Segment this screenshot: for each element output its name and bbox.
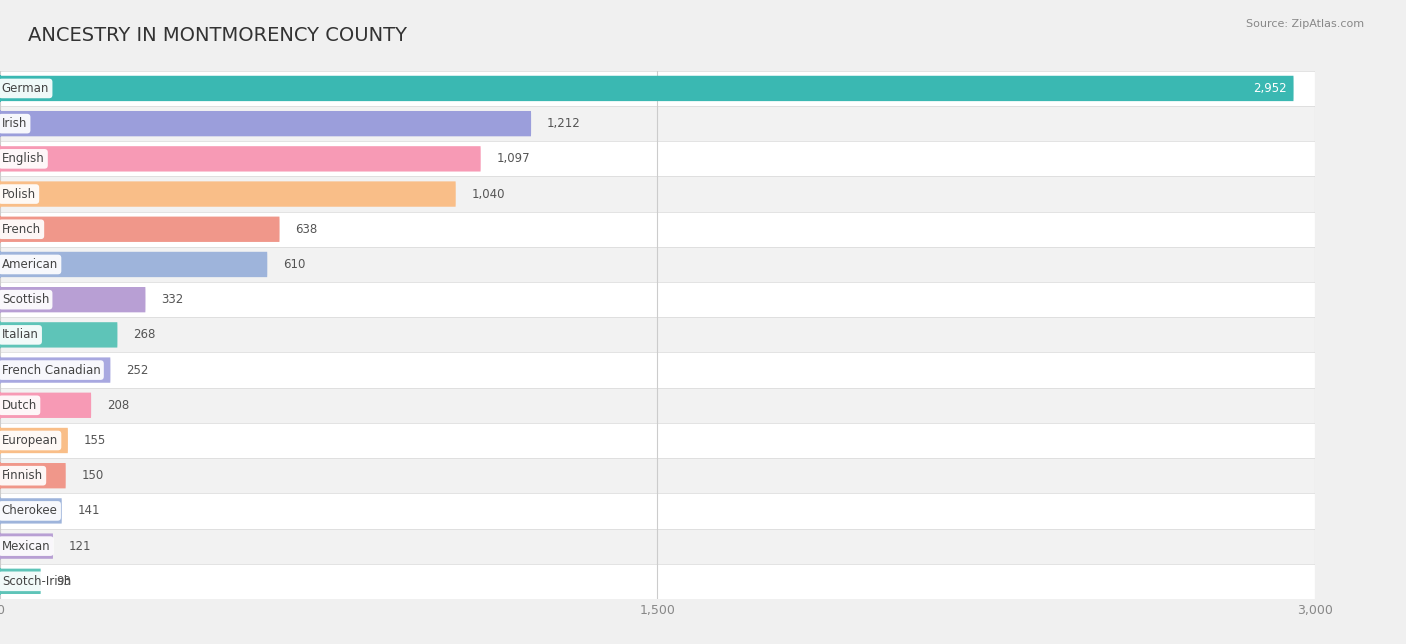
Bar	[0, 282, 1315, 317]
FancyBboxPatch shape	[0, 182, 456, 207]
Text: Dutch: Dutch	[1, 399, 37, 412]
Text: 268: 268	[134, 328, 156, 341]
Text: American: American	[1, 258, 58, 271]
Text: Scotch-Irish: Scotch-Irish	[1, 575, 70, 588]
Bar	[0, 352, 1315, 388]
Bar	[0, 423, 1315, 458]
Text: 150: 150	[82, 469, 104, 482]
FancyBboxPatch shape	[0, 252, 267, 277]
Text: German: German	[1, 82, 49, 95]
Bar	[0, 317, 1315, 352]
Text: 1,040: 1,040	[471, 187, 505, 200]
Text: Finnish: Finnish	[1, 469, 42, 482]
Text: Source: ZipAtlas.com: Source: ZipAtlas.com	[1246, 19, 1364, 30]
FancyBboxPatch shape	[0, 216, 280, 242]
Text: Italian: Italian	[1, 328, 38, 341]
Text: European: European	[1, 434, 58, 447]
Bar	[0, 529, 1315, 564]
FancyBboxPatch shape	[0, 111, 531, 137]
Text: Irish: Irish	[1, 117, 27, 130]
Text: French: French	[1, 223, 41, 236]
FancyBboxPatch shape	[0, 76, 1294, 101]
FancyBboxPatch shape	[0, 569, 41, 594]
FancyBboxPatch shape	[0, 533, 53, 559]
Bar	[0, 247, 1315, 282]
Text: Cherokee: Cherokee	[1, 504, 58, 517]
Bar	[0, 212, 1315, 247]
FancyBboxPatch shape	[0, 322, 118, 348]
Bar	[0, 493, 1315, 529]
FancyBboxPatch shape	[0, 498, 62, 524]
FancyBboxPatch shape	[0, 393, 91, 418]
Bar	[0, 388, 1315, 423]
Bar	[0, 141, 1315, 176]
Bar	[0, 71, 1315, 106]
Text: 155: 155	[84, 434, 105, 447]
Text: 1,097: 1,097	[496, 153, 530, 166]
Bar	[0, 564, 1315, 599]
Text: English: English	[1, 153, 45, 166]
Text: 332: 332	[162, 293, 184, 306]
Text: 93: 93	[56, 575, 72, 588]
Text: 141: 141	[77, 504, 100, 517]
FancyBboxPatch shape	[0, 428, 67, 453]
Text: 2,952: 2,952	[1253, 82, 1286, 95]
Text: French Canadian: French Canadian	[1, 364, 100, 377]
Text: 638: 638	[295, 223, 318, 236]
Text: Scottish: Scottish	[1, 293, 49, 306]
Text: Polish: Polish	[1, 187, 37, 200]
Text: 208: 208	[107, 399, 129, 412]
Text: 1,212: 1,212	[547, 117, 581, 130]
Text: ANCESTRY IN MONTMORENCY COUNTY: ANCESTRY IN MONTMORENCY COUNTY	[28, 26, 408, 45]
Bar	[0, 106, 1315, 141]
FancyBboxPatch shape	[0, 357, 111, 383]
Text: 252: 252	[127, 364, 149, 377]
Bar	[0, 458, 1315, 493]
FancyBboxPatch shape	[0, 463, 66, 488]
FancyBboxPatch shape	[0, 146, 481, 171]
Text: 121: 121	[69, 540, 91, 553]
Text: 610: 610	[283, 258, 305, 271]
FancyBboxPatch shape	[0, 287, 145, 312]
Text: Mexican: Mexican	[1, 540, 51, 553]
Bar	[0, 176, 1315, 212]
